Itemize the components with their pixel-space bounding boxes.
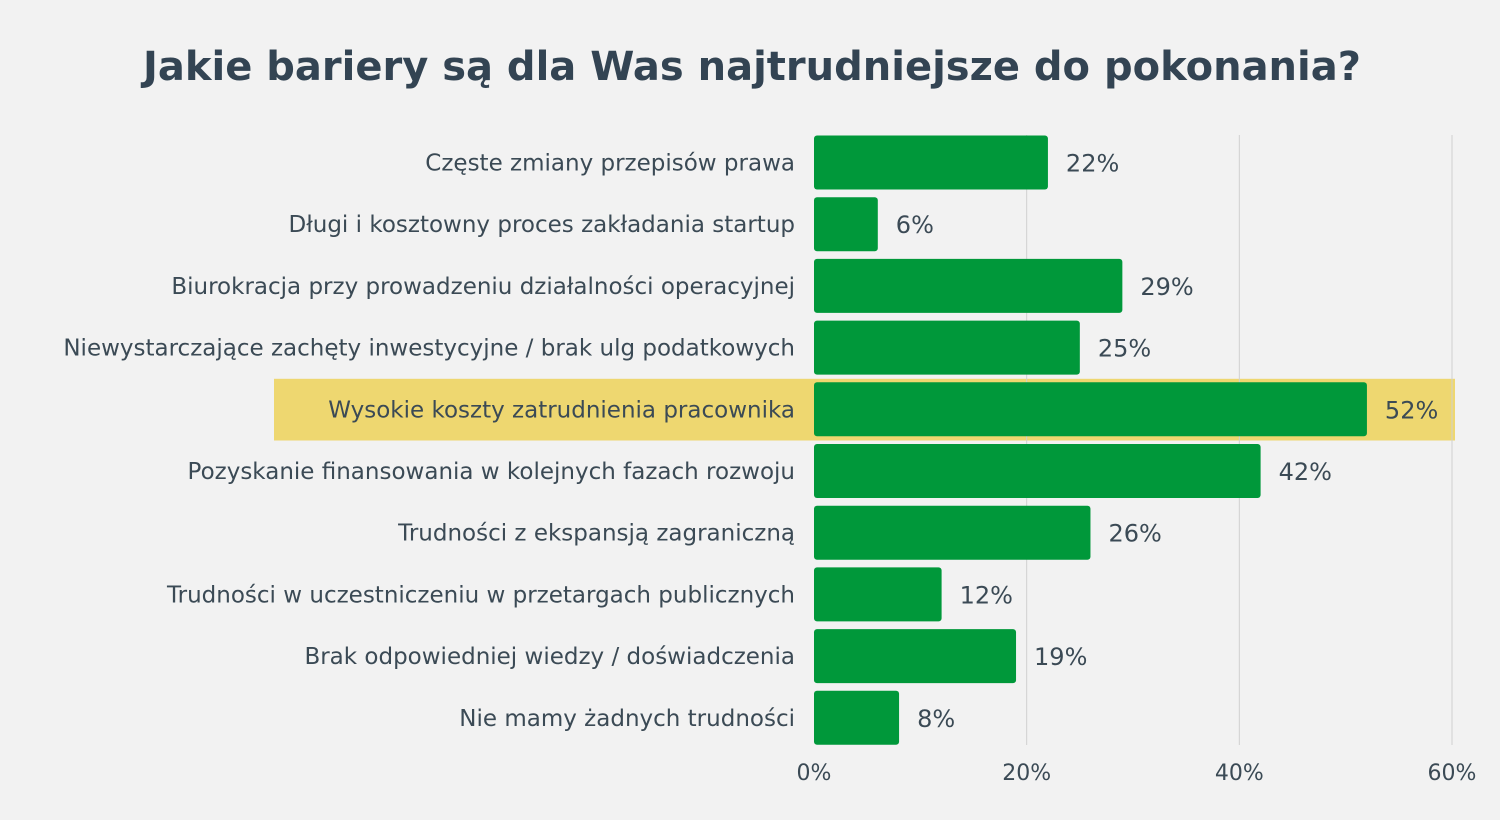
x-tick-label: 20%	[1002, 761, 1051, 786]
value-label: 42%	[1279, 458, 1332, 486]
bar	[814, 135, 1048, 190]
value-label: 8%	[917, 705, 955, 733]
x-axis: 0% 20% 40% 60%	[797, 761, 1477, 786]
value-label: 26%	[1108, 520, 1161, 548]
bar	[814, 197, 878, 252]
bar	[814, 320, 1080, 375]
bar	[814, 505, 1091, 560]
bar	[814, 690, 900, 745]
category-label: Trudności z ekspansją zagraniczną	[397, 521, 795, 547]
category-label: Biurokracja przy prowadzeniu działalnośc…	[171, 274, 795, 300]
x-tick-label: 60%	[1428, 761, 1477, 786]
category-label: Trudności w uczestniczeniu w przetargach…	[166, 582, 795, 608]
x-tick-label: 40%	[1215, 761, 1264, 786]
bar	[814, 382, 1367, 437]
value-label: 12%	[960, 581, 1013, 609]
labels-layer: Częste zmiany przepisów prawa 22% Długi i …	[63, 150, 1438, 733]
bar	[814, 629, 1017, 684]
category-label: Długi i kosztowny proces zakładania star…	[289, 212, 796, 238]
value-label: 29%	[1140, 273, 1193, 301]
value-label: 22%	[1066, 150, 1119, 178]
x-tick-label: 0%	[797, 761, 832, 786]
chart-title: Jakie bariery są dla Was najtrudniejsze …	[140, 44, 1361, 90]
category-label: Nie mamy żadnych trudności	[459, 706, 795, 732]
grid-layer	[1026, 135, 1453, 745]
bars-layer	[814, 135, 1367, 745]
category-label: Wysokie koszty zatrudnienia pracownika	[328, 397, 795, 423]
category-label: Pozyskanie finansowania w kolejnych faza…	[188, 459, 795, 485]
value-label: 52%	[1385, 396, 1438, 424]
bar	[814, 444, 1261, 498]
value-label: 25%	[1098, 335, 1151, 363]
value-label: 6%	[896, 211, 934, 239]
category-label: Niewystarczające zachęty inwestycyjne / …	[63, 336, 795, 362]
category-label: Brak odpowiedniej wiedzy / doświadczenia	[304, 644, 795, 670]
bar	[814, 258, 1123, 313]
bar	[814, 567, 942, 622]
category-label: Częste zmiany przepisów prawa	[425, 151, 795, 177]
value-label: 19%	[1034, 643, 1087, 671]
